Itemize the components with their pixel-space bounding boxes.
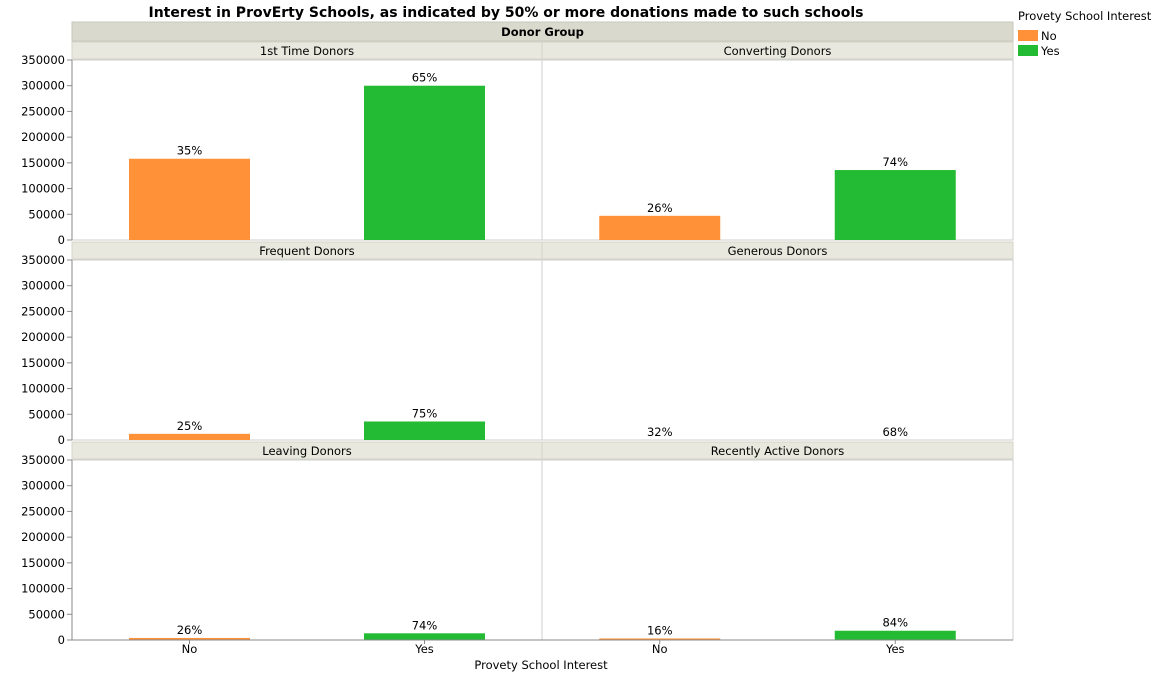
legend-swatch-yes	[1018, 45, 1038, 56]
bar-no	[129, 637, 250, 640]
data-label: 74%	[412, 618, 438, 632]
y-tick-label: 200000	[21, 130, 65, 144]
panel-frame	[541, 459, 1014, 641]
legend-swatch-no	[1018, 30, 1038, 41]
y-tick-label: 350000	[21, 453, 65, 467]
y-tick-label: 250000	[21, 304, 65, 318]
facet-header-bar	[71, 21, 1014, 42]
panel-strip	[541, 41, 1014, 60]
x-axis-label: Provety School Interest	[474, 658, 608, 672]
y-tick-label: 200000	[21, 530, 65, 544]
bar-yes	[834, 170, 956, 240]
panel-frame	[71, 259, 543, 441]
panel-title: Frequent Donors	[259, 244, 354, 258]
data-label: 25%	[177, 419, 203, 433]
data-label: 35%	[177, 144, 203, 158]
bar-no	[599, 215, 721, 240]
y-tick-label: 150000	[21, 356, 65, 370]
legend-label-yes: Yes	[1040, 44, 1060, 58]
y-tick-label: 100000	[21, 582, 65, 596]
bar-yes	[364, 85, 485, 240]
data-label: 74%	[882, 155, 908, 169]
y-tick-label: 0	[58, 433, 65, 447]
y-tick-label: 350000	[21, 253, 65, 267]
chart-title: Interest in ProvErty Schools, as indicat…	[149, 5, 864, 21]
legend-label-no: No	[1041, 29, 1057, 43]
x-tick-label: Yes	[885, 642, 905, 656]
panel-frame	[541, 59, 1014, 241]
y-tick-label: 100000	[21, 382, 65, 396]
y-tick-label: 50000	[28, 207, 65, 221]
legend-title: Provety School Interest	[1018, 9, 1152, 23]
panel-title: Generous Donors	[728, 244, 828, 258]
panel-title: 1st Time Donors	[260, 44, 354, 58]
panel-frame	[71, 459, 543, 641]
bar-yes	[364, 633, 485, 640]
panel-strip	[541, 241, 1014, 260]
panel-strip	[541, 441, 1014, 460]
y-tick-label: 50000	[28, 607, 65, 621]
data-label: 75%	[412, 406, 438, 420]
y-tick-label: 300000	[21, 79, 65, 93]
x-tick-label: Yes	[414, 642, 434, 656]
y-tick-label: 150000	[21, 556, 65, 570]
y-tick-label: 350000	[21, 53, 65, 67]
data-label: 26%	[177, 623, 203, 637]
data-label: 84%	[882, 616, 908, 630]
x-tick-label: No	[182, 642, 198, 656]
bar-yes	[364, 421, 485, 440]
data-label: 26%	[647, 201, 673, 215]
data-label: 68%	[882, 425, 908, 439]
y-tick-label: 0	[58, 633, 65, 647]
bar-no	[129, 433, 250, 440]
bar-yes	[834, 630, 956, 640]
y-tick-label: 100000	[21, 182, 65, 196]
y-tick-label: 50000	[28, 407, 65, 421]
y-tick-label: 200000	[21, 330, 65, 344]
y-tick-label: 250000	[21, 504, 65, 518]
y-tick-label: 250000	[21, 104, 65, 118]
facet-header-label: Donor Group	[501, 25, 584, 39]
panel-title: Leaving Donors	[262, 444, 352, 458]
y-tick-label: 150000	[21, 156, 65, 170]
data-label: 16%	[647, 623, 673, 637]
y-tick-label: 300000	[21, 279, 65, 293]
data-label: 32%	[647, 425, 673, 439]
bar-no	[129, 158, 250, 240]
panel-title: Recently Active Donors	[711, 444, 845, 458]
x-tick-label: No	[652, 642, 668, 656]
panel-title: Converting Donors	[724, 44, 832, 58]
bar-no	[599, 638, 721, 640]
y-tick-label: 300000	[21, 479, 65, 493]
data-label: 65%	[412, 71, 438, 85]
panel-frame	[541, 259, 1014, 441]
y-tick-label: 0	[58, 233, 65, 247]
